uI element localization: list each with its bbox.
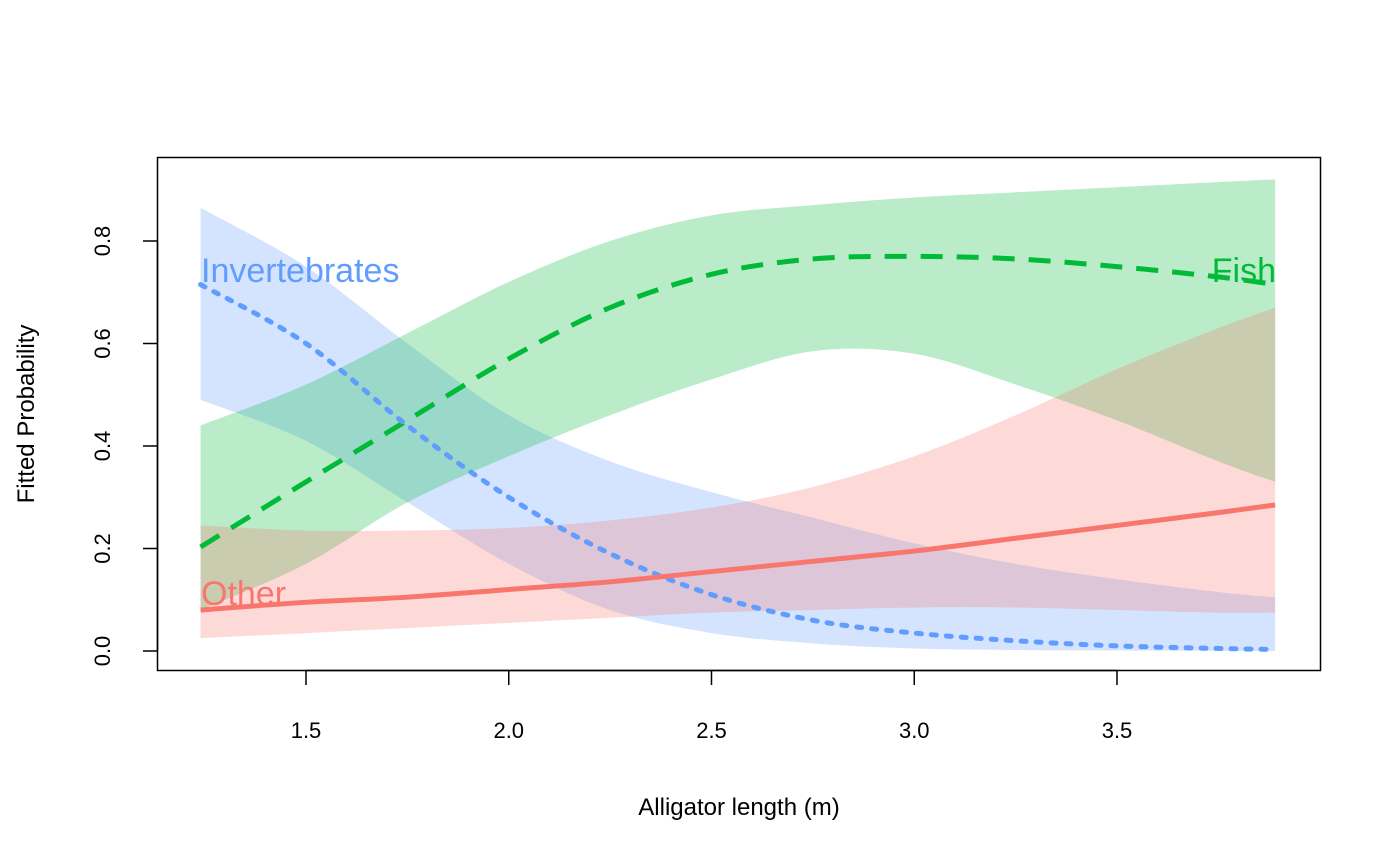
x-axis: 1.5 2.0 2.5 3.0 3.5 xyxy=(291,669,1133,743)
x-tick-label: 3.0 xyxy=(899,718,930,743)
label-fish: Fish xyxy=(1212,252,1276,290)
x-tick-label: 2.5 xyxy=(696,718,727,743)
band-fish xyxy=(200,179,1276,610)
x-axis-label: Alligator length (m) xyxy=(638,794,839,821)
y-axis-label: Fitted Probability xyxy=(13,325,40,504)
label-invertebrates: Invertebrates xyxy=(201,252,399,290)
y-axis: 0.0 0.2 0.4 0.6 0.8 xyxy=(90,226,159,667)
line-other xyxy=(200,502,1276,613)
line-fish xyxy=(199,253,1276,550)
band-invertebrates xyxy=(200,207,1276,652)
line-invertebrates xyxy=(198,282,1278,652)
x-tick-label: 2.0 xyxy=(493,718,524,743)
y-tick-label: 0.6 xyxy=(90,328,115,359)
x-tick-label: 1.5 xyxy=(291,718,322,743)
confidence-bands xyxy=(200,179,1276,652)
y-tick-label: 0.8 xyxy=(90,226,115,257)
series-labels: Invertebrates Fish Other xyxy=(201,252,1276,613)
label-other: Other xyxy=(201,575,286,613)
band-other xyxy=(200,307,1276,639)
series-lines xyxy=(198,253,1278,652)
x-tick-label: 3.5 xyxy=(1102,718,1133,743)
y-tick-label: 0.4 xyxy=(90,431,115,462)
y-tick-label: 0.2 xyxy=(90,533,115,564)
y-tick-label: 0.0 xyxy=(90,636,115,667)
